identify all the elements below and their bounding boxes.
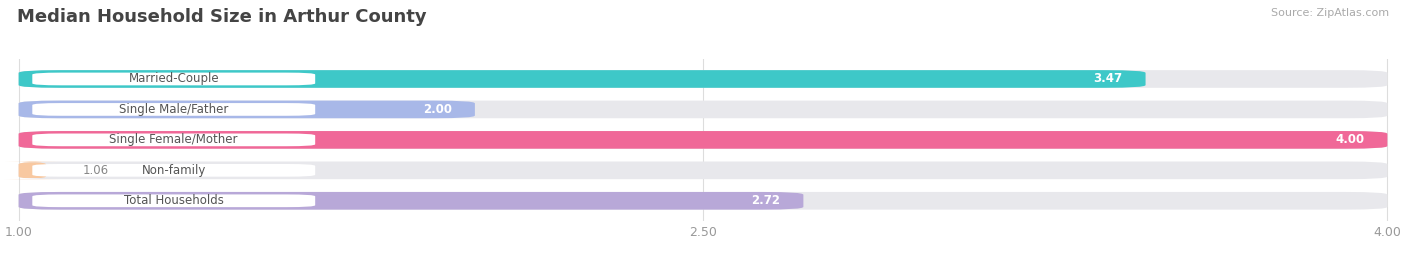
FancyBboxPatch shape [18, 70, 1146, 88]
Text: 3.47: 3.47 [1094, 72, 1123, 86]
FancyBboxPatch shape [18, 161, 1388, 179]
FancyBboxPatch shape [32, 103, 315, 116]
FancyBboxPatch shape [18, 131, 1388, 149]
FancyBboxPatch shape [32, 194, 315, 207]
Text: 2.72: 2.72 [752, 194, 780, 207]
Text: Married-Couple: Married-Couple [128, 72, 219, 86]
FancyBboxPatch shape [32, 164, 315, 177]
FancyBboxPatch shape [6, 161, 59, 179]
FancyBboxPatch shape [18, 70, 1388, 88]
Text: Non-family: Non-family [142, 164, 205, 177]
Text: 2.00: 2.00 [423, 103, 453, 116]
Text: Single Female/Mother: Single Female/Mother [110, 133, 238, 146]
Text: Total Households: Total Households [124, 194, 224, 207]
Text: 1.06: 1.06 [83, 164, 108, 177]
FancyBboxPatch shape [18, 192, 803, 210]
FancyBboxPatch shape [32, 133, 315, 146]
FancyBboxPatch shape [18, 192, 1388, 210]
Text: Source: ZipAtlas.com: Source: ZipAtlas.com [1271, 8, 1389, 18]
Text: Median Household Size in Arthur County: Median Household Size in Arthur County [17, 8, 426, 26]
Text: Single Male/Father: Single Male/Father [120, 103, 228, 116]
FancyBboxPatch shape [32, 73, 315, 85]
FancyBboxPatch shape [18, 101, 1388, 118]
FancyBboxPatch shape [18, 101, 475, 118]
Text: 4.00: 4.00 [1336, 133, 1365, 146]
FancyBboxPatch shape [18, 131, 1388, 149]
